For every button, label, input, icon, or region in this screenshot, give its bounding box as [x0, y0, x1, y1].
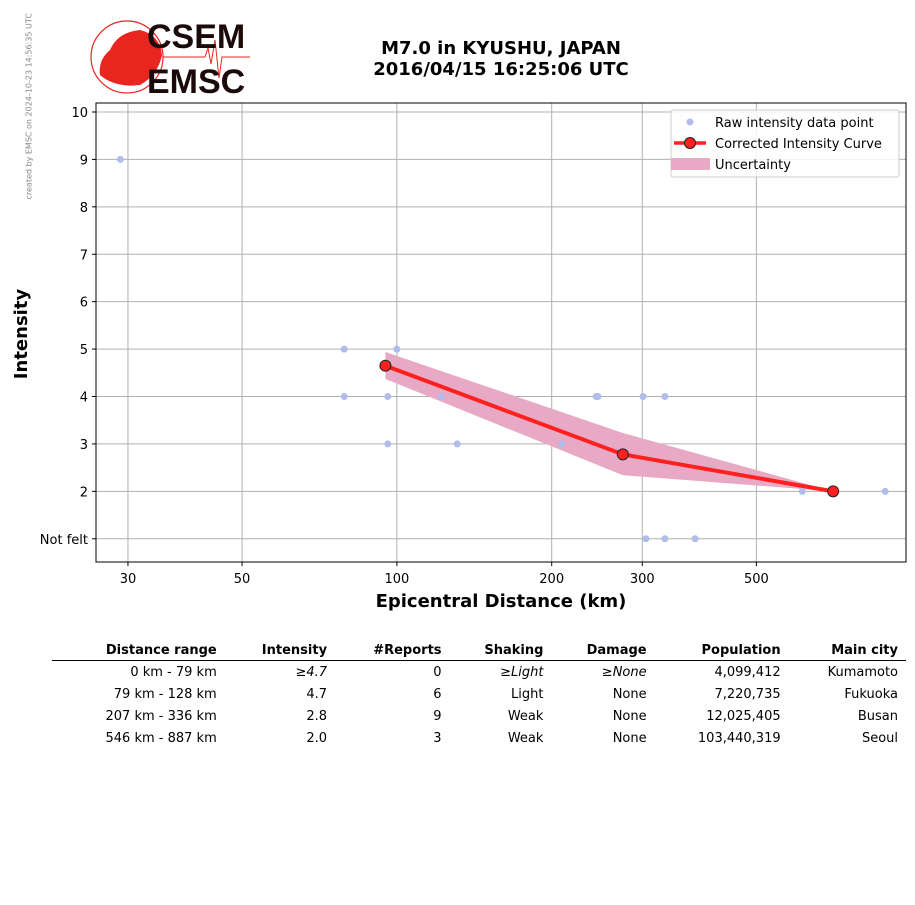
cell-reports: 6	[433, 687, 442, 702]
cell-intensity: 4.7	[306, 687, 328, 702]
legend-curve-label: Corrected Intensity Curve	[715, 137, 882, 152]
legend-uncertainty-label: Uncertainty	[715, 158, 791, 173]
cell-range: 0 km - 79 km	[130, 665, 217, 680]
raw-data-point	[384, 440, 392, 448]
x-tick-label: 30	[120, 572, 137, 587]
corrected-intensity-point	[827, 485, 840, 498]
cell-damage: None	[612, 709, 647, 724]
legend-curve-marker	[684, 137, 696, 149]
raw-data-point	[393, 345, 401, 353]
cell-range: 79 km - 128 km	[113, 687, 217, 702]
y-tick-label: 2	[80, 485, 88, 500]
raw-data-point	[437, 393, 445, 401]
column-header: Population	[654, 641, 789, 661]
cell-reports: 9	[433, 709, 442, 724]
y-axis-label: Intensity	[11, 289, 32, 380]
legend-raw-label: Raw intensity data point	[715, 116, 874, 131]
emsc-logo: CSEM EMSC	[90, 18, 250, 101]
x-tick-label: 200	[539, 572, 564, 587]
y-tick-label: 7	[80, 248, 88, 263]
x-tick-label: 300	[630, 572, 655, 587]
raw-data-point	[116, 155, 124, 163]
cell-population: 4,099,412	[714, 665, 781, 680]
cell-population: 103,440,319	[697, 731, 781, 746]
legend: Raw intensity data point Corrected Inten…	[670, 109, 900, 178]
uncertainty-band	[385, 351, 834, 492]
table-row: 546 km - 887 km 2.0 3 Weak None 103,440,319 Se…	[52, 727, 906, 749]
y-tick-label: 8	[80, 201, 88, 216]
intensity-chart: CSEM EMSC 30 50 100 200 300 500 10 9 8 7 6 5 4 3 2 Not …	[11, 18, 907, 612]
cell-range: 546 km - 887 km	[105, 731, 217, 746]
raw-data-point	[558, 440, 566, 448]
cell-damage: None	[612, 731, 647, 746]
cell-population: 7,220,735	[714, 687, 781, 702]
raw-data-point	[639, 393, 647, 401]
column-header: Shaking	[449, 641, 552, 661]
column-header: Intensity	[224, 641, 336, 661]
cell-city: Fukuoka	[844, 687, 898, 702]
intensity-table: Distance range Intensity #Reports Shaking Da…	[52, 641, 906, 749]
y-tick-label: 9	[80, 153, 88, 168]
cell-city: Kumamoto	[827, 665, 898, 680]
raw-data-point	[661, 393, 669, 401]
cell-shaking: Weak	[507, 731, 544, 746]
corrected-intensity-point	[616, 448, 629, 461]
raw-data-point	[881, 487, 889, 495]
table-row: 79 km - 128 km 4.7 6 Light None 7,220,735 Fuku…	[52, 683, 906, 705]
svg-text:EMSC: EMSC	[147, 63, 245, 101]
cell-shaking: ≥Light	[500, 665, 544, 680]
x-tick-label: 500	[744, 572, 769, 587]
cell-shaking: Weak	[507, 709, 544, 724]
y-tick-label: 4	[80, 391, 88, 406]
corrected-intensity-point	[379, 359, 392, 372]
column-header: Main city	[788, 641, 906, 661]
title-line-1: M7.0 in KYUSHU, JAPAN	[381, 38, 621, 59]
raw-data-point	[594, 393, 602, 401]
cell-population: 12,025,405	[706, 709, 781, 724]
y-tick-label: 3	[80, 438, 88, 453]
cell-intensity: ≥4.7	[295, 665, 328, 680]
cell-damage: None	[612, 687, 647, 702]
column-header: Distance range	[52, 641, 225, 661]
raw-data-point	[661, 535, 669, 543]
x-axis-label: Epicentral Distance (km)	[376, 591, 627, 612]
raw-data-point	[340, 345, 348, 353]
title-line-2: 2016/04/15 16:25:06 UTC	[373, 59, 629, 80]
cell-intensity: 2.0	[306, 731, 328, 746]
legend-uncertainty-swatch	[671, 158, 710, 170]
chart-title: M7.0 in KYUSHU, JAPAN 2016/04/15 16:25:0…	[300, 38, 702, 80]
raw-data-point	[691, 535, 699, 543]
cell-intensity: 2.8	[306, 709, 328, 724]
y-tick-label: 5	[80, 343, 88, 358]
cell-city: Seoul	[861, 731, 898, 746]
cell-reports: 3	[433, 731, 442, 746]
raw-data-point	[340, 393, 348, 401]
cell-damage: ≥None	[601, 665, 647, 680]
column-header: #Reports	[335, 641, 450, 661]
y-tick-label: Not felt	[40, 533, 88, 548]
svg-text:CSEM: CSEM	[147, 18, 245, 56]
cell-city: Busan	[857, 709, 898, 724]
cell-shaking: Light	[510, 687, 544, 702]
table-row: 207 km - 336 km 2.8 9 Weak None 12,025,405 Bus…	[52, 705, 906, 727]
raw-data-point	[642, 535, 650, 543]
raw-data-point	[798, 487, 806, 495]
table-row: 0 km - 79 km ≥4.7 0 ≥Light ≥None 4,099,412 Kum…	[52, 661, 906, 684]
y-tick-label: 10	[71, 106, 88, 121]
y-tick-label: 6	[80, 296, 88, 311]
column-header: Damage	[551, 641, 655, 661]
raw-data-point	[384, 393, 392, 401]
x-tick-label: 50	[234, 572, 251, 587]
cell-reports: 0	[433, 665, 442, 680]
raw-data-point	[453, 440, 461, 448]
cell-range: 207 km - 336 km	[105, 709, 217, 724]
x-tick-label: 100	[384, 572, 409, 587]
legend-raw-marker	[686, 118, 694, 126]
